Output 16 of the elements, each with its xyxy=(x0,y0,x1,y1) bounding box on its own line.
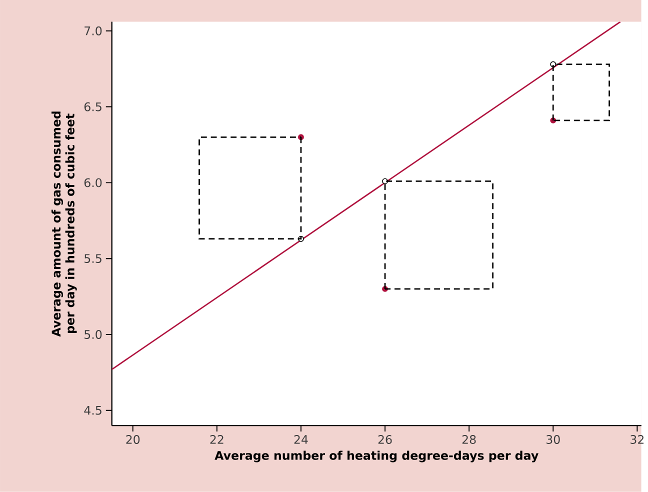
y-tick-label: 5.5 xyxy=(84,254,102,264)
x-axis-title: Average number of heating degree-days per day xyxy=(214,450,538,462)
x-tick-label: 30 xyxy=(546,435,560,444)
x-tick-label: 20 xyxy=(126,435,140,444)
y-tick-label: 7.0 xyxy=(84,26,102,36)
x-tick-label: 22 xyxy=(210,435,224,444)
x-tick-label: 24 xyxy=(294,435,308,444)
y-axis-title: Average amount of gas consumed per day in hundreds of cubic feet xyxy=(51,112,77,337)
y-tick-label: 5.0 xyxy=(84,330,102,340)
x-tick-label: 28 xyxy=(462,435,476,444)
x-tick-label: 26 xyxy=(378,435,392,444)
y-tick-label: 4.5 xyxy=(84,406,102,415)
y-tick-label: 6.5 xyxy=(84,102,102,112)
y-tick-label: 6.0 xyxy=(84,178,102,188)
point xyxy=(382,178,388,184)
x-tick-label: 32 xyxy=(630,435,644,444)
